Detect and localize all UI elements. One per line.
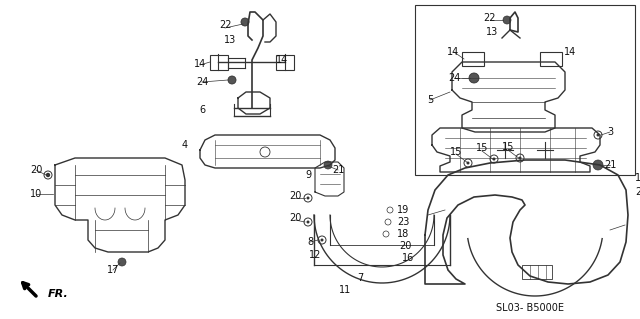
Text: 13: 13 — [486, 27, 498, 37]
Circle shape — [596, 133, 600, 137]
Text: 16: 16 — [402, 253, 414, 263]
Bar — [522, 265, 552, 279]
Bar — [415, 5, 635, 175]
Circle shape — [47, 174, 49, 176]
Text: 18: 18 — [397, 229, 409, 239]
Text: 14: 14 — [194, 59, 206, 69]
Bar — [276, 55, 294, 70]
Text: 1: 1 — [635, 173, 640, 183]
Text: 14: 14 — [447, 47, 459, 57]
Bar — [210, 55, 228, 70]
Circle shape — [493, 158, 495, 160]
Text: 7: 7 — [357, 273, 363, 283]
Text: 19: 19 — [397, 205, 409, 215]
Text: 5: 5 — [427, 95, 433, 105]
Circle shape — [593, 160, 603, 170]
Text: 20: 20 — [289, 191, 301, 201]
Text: 24: 24 — [448, 73, 460, 83]
Text: 15: 15 — [502, 142, 514, 152]
Text: 6: 6 — [199, 105, 205, 115]
Text: 13: 13 — [224, 35, 236, 45]
Circle shape — [307, 197, 310, 199]
Text: 21: 21 — [604, 160, 616, 170]
Text: 11: 11 — [339, 285, 351, 295]
Text: 12: 12 — [309, 250, 321, 260]
Text: 2: 2 — [635, 187, 640, 197]
Text: 9: 9 — [305, 170, 311, 180]
Text: 14: 14 — [276, 55, 288, 65]
Text: 10: 10 — [30, 189, 42, 199]
Circle shape — [321, 239, 323, 241]
Circle shape — [228, 76, 236, 84]
Circle shape — [518, 157, 522, 160]
Text: 21: 21 — [332, 165, 344, 175]
Circle shape — [467, 161, 470, 165]
Text: 14: 14 — [564, 47, 576, 57]
Text: 15: 15 — [476, 143, 488, 153]
Text: FR.: FR. — [48, 289, 68, 299]
Text: 4: 4 — [182, 140, 188, 150]
Circle shape — [118, 258, 126, 266]
Text: SL03- B5000E: SL03- B5000E — [496, 303, 564, 313]
Bar — [462, 52, 484, 66]
Bar — [540, 52, 562, 66]
Text: 24: 24 — [196, 77, 208, 87]
Text: 20: 20 — [289, 213, 301, 223]
Circle shape — [324, 161, 332, 169]
Text: 17: 17 — [107, 265, 119, 275]
Text: 22: 22 — [219, 20, 231, 30]
Circle shape — [469, 73, 479, 83]
Text: 23: 23 — [397, 217, 409, 227]
Text: 15: 15 — [450, 147, 462, 157]
Circle shape — [503, 16, 511, 24]
Text: 20: 20 — [399, 241, 411, 251]
Text: 3: 3 — [607, 127, 613, 137]
Text: 22: 22 — [484, 13, 496, 23]
Circle shape — [241, 18, 249, 26]
Text: 8: 8 — [307, 237, 313, 247]
Text: 20: 20 — [30, 165, 42, 175]
Circle shape — [307, 220, 310, 224]
